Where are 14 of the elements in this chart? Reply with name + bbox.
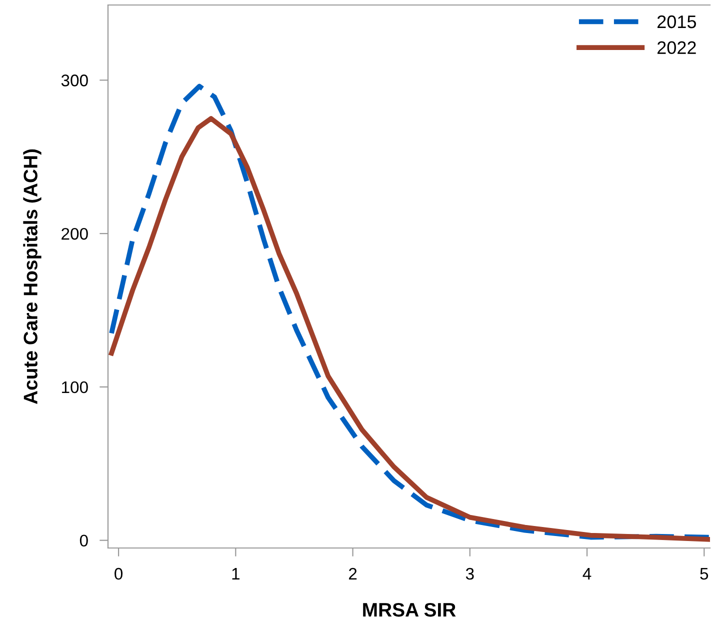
y-tick-label: 0: [80, 534, 88, 547]
y-tick-label: 300: [61, 74, 88, 86]
x-tick-label: 3: [466, 568, 474, 580]
x-tick-label: 1: [232, 568, 240, 580]
y-tick-label: 200: [62, 228, 88, 240]
x-axis-title: MRSA SIR: [363, 602, 456, 617]
legend-label: 2022: [658, 41, 696, 54]
x-tick-label: 4: [582, 568, 592, 580]
x-tick-label: 0: [114, 568, 123, 580]
x-tick-label: 5: [700, 568, 708, 580]
y-axis-title: Acute Care Hospitals (ACH): [23, 149, 42, 404]
x-tick-label: 2: [348, 568, 357, 580]
legend-label: 2015: [658, 15, 696, 28]
y-tick-label: 100: [62, 381, 88, 394]
